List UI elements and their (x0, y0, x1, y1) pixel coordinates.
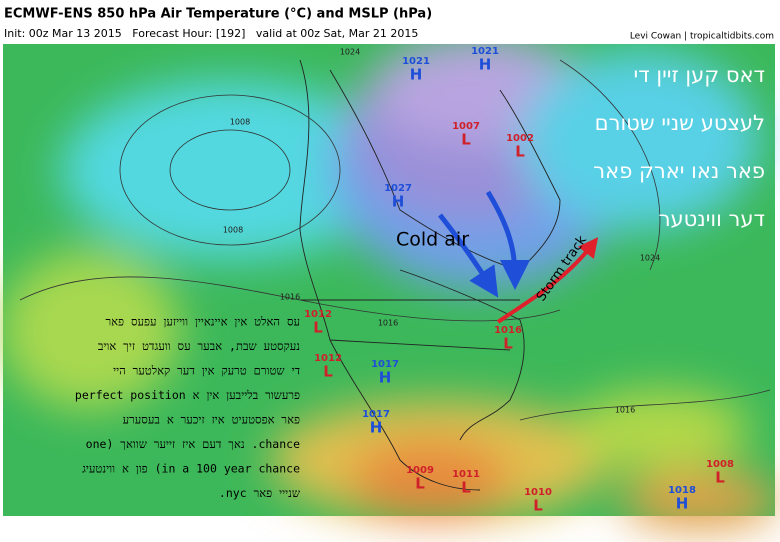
center-pressure: 1021 (471, 46, 499, 57)
center-pressure: 1012 (314, 353, 342, 364)
isobar-label: 1016 (280, 293, 300, 302)
title: ECMWF-ENS 850 hPa Air Temperature (°C) a… (4, 7, 432, 22)
center-letter: L (533, 497, 543, 515)
isobar-label: 1024 (640, 254, 660, 263)
cold-air-arrow (485, 190, 530, 290)
center-pressure: 1012 (304, 309, 332, 320)
center-letter: L (515, 143, 525, 161)
note-right-line: לעצטע שניי שטורם (595, 111, 765, 135)
isobar-label: 1008 (223, 226, 243, 235)
note-right-line: דער ווינטער (659, 207, 765, 231)
center-pressure: 1008 (706, 459, 734, 470)
isobar-label: 1008 (230, 118, 250, 127)
note-left-line: עס האלט אין איינאיין ווייזען עפעס פאר (105, 315, 300, 329)
note-left-line: פרעשור בלייבען אין א perfect position (75, 388, 300, 402)
center-letter: L (313, 319, 323, 337)
note-right-line: דאס קען זיין די (634, 63, 765, 87)
center-pressure: 1002 (506, 133, 534, 144)
note-left-line: נעקסטע שבת, אבער עס וועגדט זיך אויב (98, 339, 300, 353)
center-letter: H (676, 495, 689, 513)
center-pressure: 1016 (494, 325, 522, 336)
center-letter: H (392, 193, 405, 211)
credit: Levi Cowan | tropicaltidbits.com (630, 32, 774, 42)
center-pressure: 1011 (452, 469, 480, 480)
center-letter: L (461, 479, 471, 497)
note-left-line: די שטורם טרעק אין דער קאלטער היי (113, 364, 300, 378)
isobar-label: 1016 (615, 406, 635, 415)
header-bg (0, 0, 780, 44)
isobar-label: 1016 (378, 319, 398, 328)
note-right-line: פאר נאו יארק פאר (593, 159, 765, 183)
center-pressure: 1021 (402, 56, 430, 67)
center-pressure: 1010 (524, 487, 552, 498)
note-left-line: chance. נאך דעם איז זייער שוואך (one (86, 437, 300, 451)
storm-track-arrow (496, 237, 599, 324)
center-letter: H (370, 419, 383, 437)
cold-air-label: Cold air (396, 229, 469, 251)
subtitle: Init: 00z Mar 13 2015 Forecast Hour: [19… (4, 27, 418, 40)
center-letter: L (503, 335, 513, 353)
center-letter: L (461, 131, 471, 149)
center-pressure: 1017 (362, 409, 390, 420)
center-pressure: 1017 (371, 359, 399, 370)
note-left-line: פאר אפסטעיט איז זיכער א בעסערע (123, 413, 300, 427)
center-pressure: 1018 (668, 485, 696, 496)
note-left-line: שנייי פאר nyc. (219, 486, 301, 500)
note-left-line: in a 100 year chance) פון א ווינטעיג (82, 462, 300, 476)
isobars (19, 59, 771, 421)
center-pressure: 1027 (384, 183, 412, 194)
temperature-field (0, 35, 780, 530)
center-letter: L (415, 475, 425, 493)
coastlines (299, 59, 561, 491)
center-letter: L (715, 469, 725, 487)
center-letter: H (479, 56, 492, 74)
isobar-label: 1024 (340, 48, 360, 57)
center-pressure: 1007 (452, 121, 480, 132)
center-letter: H (379, 369, 392, 387)
center-pressure: 1009 (406, 465, 434, 476)
center-letter: L (323, 363, 333, 381)
cold-air-arrow (438, 213, 499, 298)
center-letter: H (410, 66, 423, 84)
